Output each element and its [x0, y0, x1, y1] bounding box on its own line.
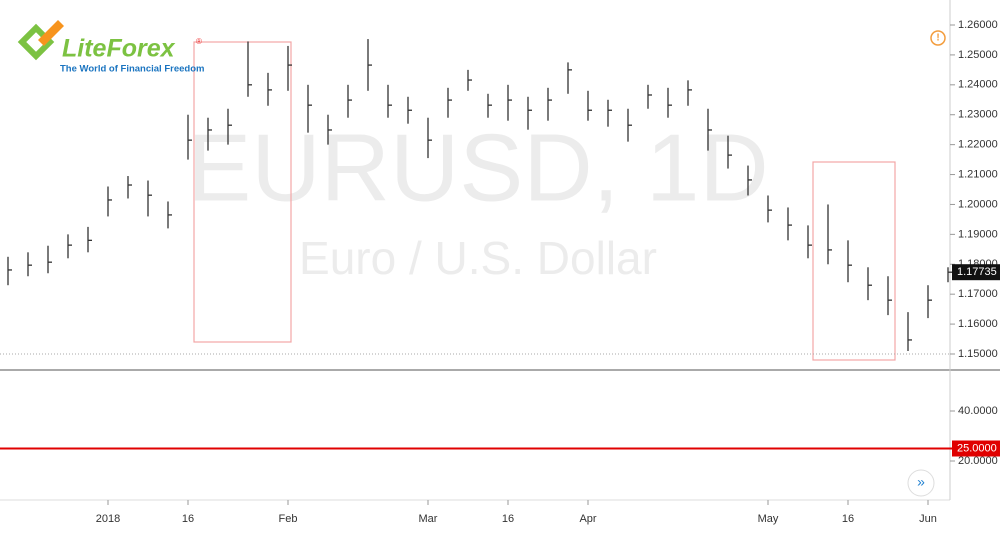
logo: LiteForex ® The World of Financial Freed…: [17, 20, 204, 75]
y-tick-label: 1.17000: [958, 288, 998, 300]
logo-registered: ®: [196, 37, 202, 46]
scroll-button-glyph: »: [917, 474, 925, 490]
y-tick-label: 1.15000: [958, 348, 998, 360]
alert-icon[interactable]: [930, 30, 946, 46]
logo-mark: [17, 23, 55, 61]
last-price-box: [952, 264, 1000, 281]
level-label-box: [952, 440, 1000, 457]
logo-tagline: The World of Financial Freedom: [60, 64, 204, 75]
y-tick-label: 1.20000: [958, 198, 998, 210]
highlight-box: [812, 161, 896, 361]
y-tick-label: 1.19000: [958, 228, 998, 240]
level-label: 25.0000: [957, 442, 997, 454]
y-tick-label: 1.21000: [958, 168, 998, 180]
alert-icon-glyph: !: [936, 33, 939, 44]
watermark-title: EURUSD, 1D: [187, 114, 768, 221]
y-tick-label: 1.16000: [958, 318, 998, 330]
x-tick-label: 2018: [96, 513, 120, 525]
x-tick-label: May: [758, 513, 779, 525]
x-tick-label: 16: [502, 513, 514, 525]
last-price-label: 1.17735: [957, 266, 997, 278]
logo-mark: [38, 20, 64, 46]
x-tick-label: 16: [842, 513, 854, 525]
watermark-subtitle: Euro / U.S. Dollar: [299, 232, 657, 284]
x-tick-label: Mar: [419, 513, 438, 525]
x-tick-label: 16: [182, 513, 194, 525]
y-tick-label: 1.22000: [958, 139, 998, 151]
y-tick-label: 1.26000: [958, 19, 998, 31]
x-tick-label: Jun: [919, 513, 937, 525]
logo-name: LiteForex: [62, 35, 176, 63]
scroll-button[interactable]: [907, 469, 935, 497]
x-tick-label: Feb: [279, 513, 298, 525]
y-tick-label: 20.0000: [958, 455, 998, 467]
y-tick-label: 40.0000: [958, 405, 998, 417]
y-tick-label: 1.25000: [958, 49, 998, 61]
y-tick-label: 1.23000: [958, 109, 998, 121]
x-tick-label: Apr: [579, 513, 596, 525]
watermark: EURUSD, 1D Euro / U.S. Dollar: [187, 114, 768, 284]
y-tick-label: 1.24000: [958, 79, 998, 91]
highlight-box: [193, 41, 292, 343]
